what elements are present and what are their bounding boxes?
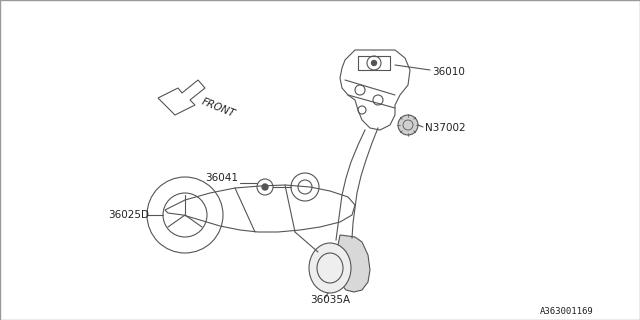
Text: N37002: N37002 [425, 123, 466, 133]
Circle shape [398, 115, 418, 135]
Text: 36035A: 36035A [310, 295, 350, 305]
Text: A363001169: A363001169 [540, 308, 594, 316]
Circle shape [371, 60, 376, 66]
Text: 36041: 36041 [205, 173, 238, 183]
Text: FRONT: FRONT [200, 97, 237, 119]
Circle shape [262, 184, 268, 190]
Polygon shape [336, 235, 370, 292]
Text: 36025D: 36025D [108, 210, 149, 220]
Ellipse shape [309, 243, 351, 293]
Text: 36010: 36010 [432, 67, 465, 77]
